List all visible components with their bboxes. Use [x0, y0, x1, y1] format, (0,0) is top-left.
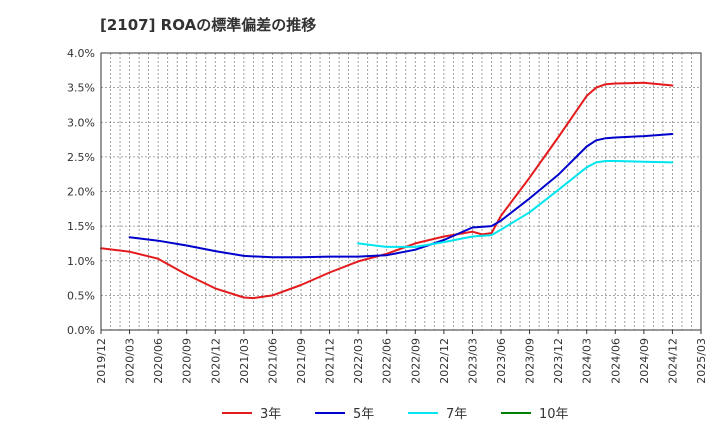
x-tick-label: 2021/12	[324, 338, 337, 384]
y-tick-label: 3.5%	[67, 82, 95, 95]
y-tick-label: 3.0%	[67, 116, 95, 129]
x-tick-label: 2022/09	[409, 338, 422, 384]
x-tick-label: 2020/06	[152, 338, 165, 384]
y-tick-label: 0.0%	[67, 324, 95, 337]
legend-label: 10年	[539, 407, 569, 422]
x-tick-label: 2022/03	[352, 338, 365, 384]
y-tick-label: 2.5%	[67, 151, 95, 164]
x-tick-label: 2022/06	[381, 338, 394, 384]
x-tick-label: 2021/09	[295, 338, 308, 384]
series-lines	[100, 81, 674, 300]
series-line	[128, 133, 674, 259]
y-tick-label: 2.0%	[67, 186, 95, 199]
y-tick-label: 1.5%	[67, 220, 95, 233]
x-tick-label: 2020/03	[124, 338, 137, 384]
axes: 0.0% 0.5% 1.0% 1.5% 2.0% 2.5% 3.0% 3.5% 4.0% 2019…	[67, 47, 708, 384]
x-tick-label: 2024/09	[638, 338, 651, 384]
plot-frame	[100, 52, 702, 331]
x-tick-label: 2024/03	[581, 338, 594, 384]
y-tick-label: 0.5%	[67, 289, 95, 302]
x-tick-label: 2025/03	[695, 338, 708, 384]
x-tick-label: 2023/12	[552, 338, 565, 384]
grid-lines	[101, 53, 701, 330]
x-tick-label: 2022/12	[438, 338, 451, 384]
x-tick-label: 2024/12	[666, 338, 679, 384]
series-line	[100, 81, 674, 300]
x-tick-label: 2023/03	[466, 338, 479, 384]
x-tick-label: 2023/09	[524, 338, 537, 384]
x-tick-label: 2024/06	[609, 338, 622, 384]
legend-label: 7年	[446, 407, 467, 422]
x-tick-label: 2023/06	[495, 338, 508, 384]
chart-title: [2107] ROAの標準偏差の推移	[100, 16, 317, 34]
series-line	[357, 160, 674, 248]
x-tick-label: 2021/06	[266, 338, 279, 384]
y-tick-label: 1.0%	[67, 255, 95, 268]
x-tick-label: 2020/12	[209, 338, 222, 384]
legend-label: 3年	[260, 407, 281, 422]
x-tick-label: 2021/03	[238, 338, 251, 384]
y-tick-label: 4.0%	[67, 47, 95, 60]
legend-label: 5年	[353, 407, 374, 422]
legend: 3年 5年 7年 10年	[222, 407, 569, 422]
x-tick-label: 2020/09	[181, 338, 194, 384]
x-tick-label: 2019/12	[95, 338, 108, 384]
